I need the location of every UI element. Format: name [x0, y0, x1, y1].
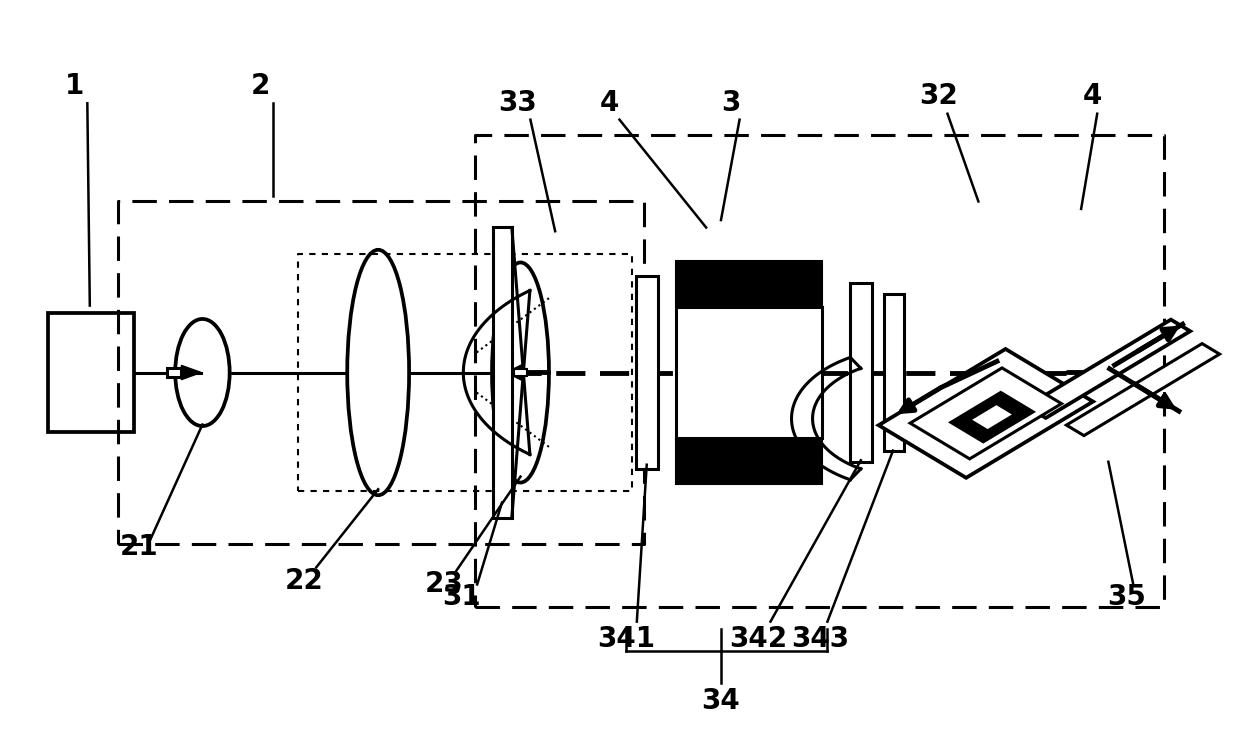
Text: 4: 4 — [1083, 82, 1101, 110]
Bar — [676, 261, 823, 307]
Text: 34: 34 — [701, 687, 741, 715]
Bar — [514, 369, 527, 376]
Text: 343: 343 — [790, 625, 849, 653]
Text: 4: 4 — [600, 89, 620, 117]
Text: 23: 23 — [425, 571, 463, 598]
Bar — [850, 283, 872, 462]
Text: 32: 32 — [919, 82, 958, 110]
Bar — [885, 294, 904, 451]
Text: 35: 35 — [1108, 583, 1146, 611]
Polygon shape — [911, 368, 1062, 459]
Bar — [166, 368, 181, 377]
Text: 33: 33 — [498, 89, 538, 117]
Polygon shape — [878, 349, 1093, 478]
Text: 1: 1 — [66, 72, 84, 101]
Polygon shape — [1067, 343, 1219, 436]
Bar — [48, 313, 134, 432]
Text: 341: 341 — [597, 625, 654, 653]
Polygon shape — [1027, 320, 1191, 418]
Text: 342: 342 — [729, 625, 787, 653]
Polygon shape — [181, 365, 201, 380]
Text: 2: 2 — [252, 72, 270, 101]
Text: 22: 22 — [285, 567, 323, 595]
Polygon shape — [950, 392, 1035, 443]
Bar — [676, 307, 823, 438]
Bar — [676, 438, 823, 484]
Text: 31: 31 — [442, 583, 481, 611]
Bar — [493, 227, 512, 518]
Polygon shape — [970, 404, 1014, 431]
Text: 3: 3 — [721, 89, 741, 117]
Text: 21: 21 — [120, 533, 159, 561]
Bar — [636, 276, 658, 469]
